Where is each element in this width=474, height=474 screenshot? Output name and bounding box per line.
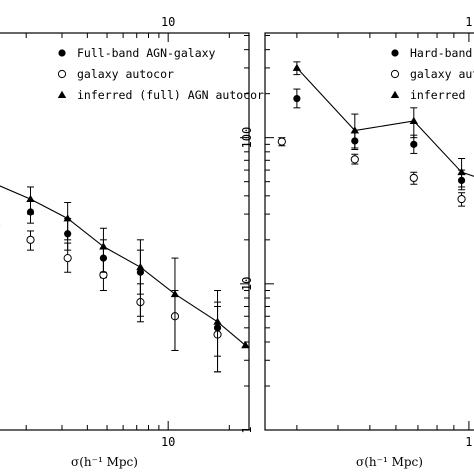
plot-frame bbox=[264, 32, 474, 431]
legend-marker bbox=[57, 90, 67, 98]
data-point bbox=[277, 137, 286, 146]
legend-label: Full-band AGN-galaxy bbox=[77, 46, 216, 60]
data-point bbox=[26, 235, 35, 244]
legend-label: galaxy autoc bbox=[410, 67, 474, 81]
chart-panel-2: 1 1 1 10 100 σ(h⁻¹ Mpc) Hard-band galaxy autoc i… bbox=[240, 15, 474, 469]
data-point bbox=[350, 126, 360, 134]
x-tick-label: 10 bbox=[161, 435, 175, 449]
chart-panel-1: 110110σ(h⁻¹ Mpc)Full-band AGN-galaxygala… bbox=[0, 15, 264, 469]
data-point bbox=[350, 155, 359, 164]
y-tick-label: 1 bbox=[240, 426, 254, 433]
data-point bbox=[213, 317, 222, 325]
data-point bbox=[99, 242, 108, 250]
legend-label: Hard-band bbox=[410, 46, 472, 60]
legend-label: galaxy autocor bbox=[77, 67, 174, 81]
y-ticks bbox=[265, 34, 274, 431]
data-point bbox=[136, 262, 145, 271]
x-axis-label: σ(h⁻¹ Mpc) bbox=[356, 455, 423, 469]
top-tick-label: 1 bbox=[465, 15, 472, 29]
data-point bbox=[410, 140, 418, 148]
legend-marker bbox=[390, 90, 400, 98]
x-axis-label: σ(h⁻¹ Mpc) bbox=[71, 455, 138, 469]
data-area bbox=[277, 61, 474, 207]
x-ticks bbox=[25, 33, 230, 430]
y-tick-label: 100 bbox=[240, 127, 254, 149]
data-point bbox=[409, 116, 419, 124]
series-line bbox=[0, 185, 246, 346]
legend-item: inferred (h bbox=[390, 88, 474, 102]
data-point bbox=[26, 194, 35, 203]
series-2 bbox=[277, 137, 466, 207]
series-line bbox=[296, 67, 474, 177]
data-point bbox=[457, 194, 466, 204]
series-1 bbox=[26, 200, 222, 357]
legend-label: inferred (full) AGN autocor bbox=[77, 88, 264, 102]
legend-marker bbox=[58, 49, 66, 57]
y-tick-label: 10 bbox=[240, 277, 254, 291]
data-point bbox=[457, 168, 466, 176]
legend-item: Full-band AGN-galaxy bbox=[58, 46, 216, 60]
legend-label: inferred (h bbox=[410, 88, 474, 102]
data-point bbox=[292, 63, 302, 71]
y-ticks bbox=[240, 34, 249, 431]
series-3 bbox=[292, 61, 474, 188]
data-point bbox=[63, 253, 72, 263]
series-2 bbox=[0, 224, 222, 373]
data-point bbox=[241, 341, 249, 349]
series-1 bbox=[293, 88, 466, 191]
data-area bbox=[0, 185, 249, 373]
x-ticks bbox=[296, 33, 470, 430]
legend-item: galaxy autocor bbox=[57, 67, 174, 81]
data-point bbox=[293, 95, 301, 103]
legend-item: inferred (full) AGN autocor bbox=[57, 88, 264, 102]
legend-item: Hard-band bbox=[391, 46, 472, 60]
series-3 bbox=[0, 185, 249, 373]
data-point bbox=[170, 289, 180, 298]
legend-marker bbox=[391, 49, 399, 57]
data-point bbox=[63, 214, 72, 222]
data-point bbox=[409, 173, 418, 183]
plot-frame bbox=[0, 32, 250, 431]
legend-marker bbox=[390, 69, 400, 79]
top-tick-label: 10 bbox=[161, 15, 175, 29]
x-tick-label: 1 bbox=[465, 435, 472, 449]
legend-marker bbox=[57, 69, 67, 79]
legend-item: galaxy autoc bbox=[390, 67, 474, 81]
